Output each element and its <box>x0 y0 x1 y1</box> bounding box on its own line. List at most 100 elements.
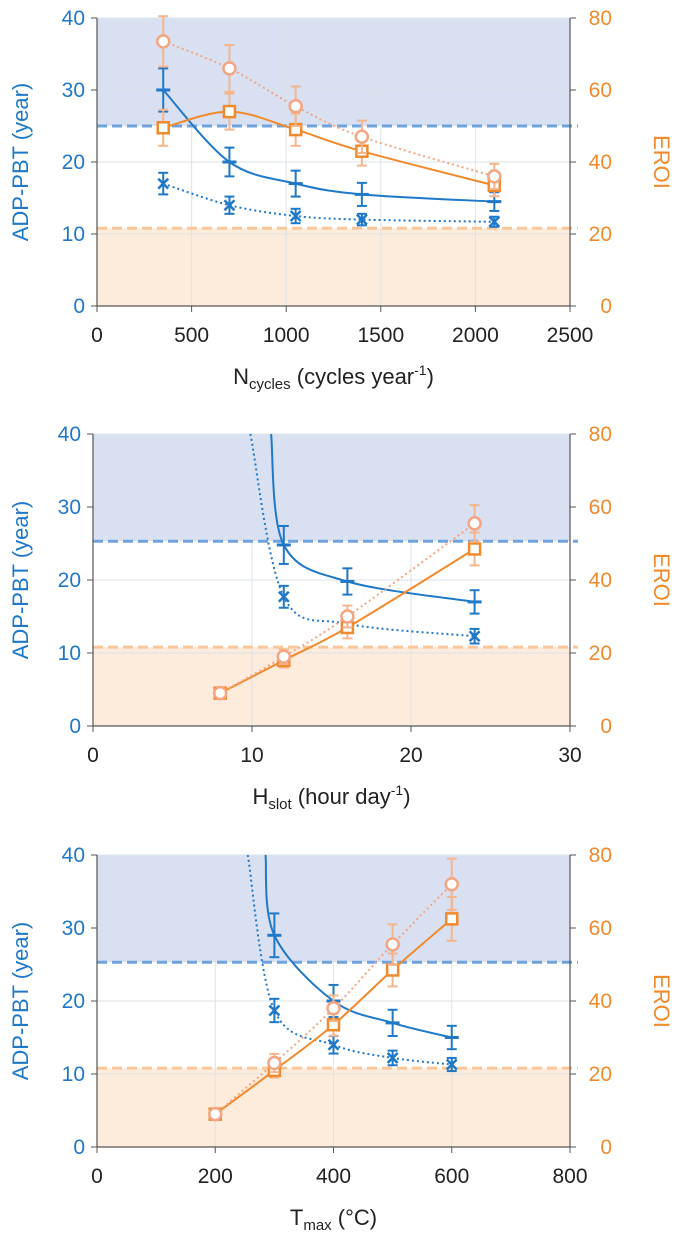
data-point <box>288 98 303 114</box>
data-point <box>222 104 237 119</box>
bottom-axis-title: Ncycles (cycles year-1) <box>233 362 434 393</box>
axis-title-main: T <box>290 1205 303 1230</box>
data-point <box>467 516 482 531</box>
data-point <box>277 590 290 603</box>
data-point <box>156 121 170 135</box>
axis-title-rest: (cycles year <box>291 364 414 389</box>
bottom-tick-label: 500 <box>174 324 209 347</box>
left-tick-label: 30 <box>62 917 85 940</box>
right-tick-label: 60 <box>589 496 612 519</box>
data-point <box>355 213 368 226</box>
axis-title-end: ) <box>403 784 410 809</box>
left-tick-label: 0 <box>69 715 81 738</box>
data-point <box>267 1055 282 1071</box>
chart-panel-2: 0 10 20 30 40 0 20 40 60 80 0 10 20 30 ADP-PBT (year) E… <box>8 423 674 813</box>
data-point <box>385 937 400 952</box>
axis-title-end: ) <box>427 364 434 389</box>
series-line <box>270 433 475 603</box>
left-tick-label: 40 <box>62 7 85 30</box>
series-1 <box>270 433 482 615</box>
right-tick-label: 80 <box>589 844 612 867</box>
series-line <box>162 182 495 223</box>
left-tick-label: 10 <box>62 223 85 246</box>
bottom-tick-label: 10 <box>240 744 263 767</box>
data-point <box>445 1058 458 1071</box>
data-point <box>208 1106 223 1122</box>
left-tick-label: 30 <box>58 496 81 519</box>
series-4 <box>208 857 459 1122</box>
left-tick-label: 10 <box>58 642 81 665</box>
data-point <box>340 609 355 624</box>
bottom-tick-label: 20 <box>399 744 422 767</box>
data-point <box>223 199 236 212</box>
series-4 <box>155 15 502 190</box>
data-point <box>444 876 459 892</box>
data-point <box>212 685 228 701</box>
bottom-tick-label: 2000 <box>452 324 499 347</box>
axis-title-rest: (°C) <box>332 1205 377 1230</box>
axis-title-subscript: cycles <box>249 376 291 393</box>
axis-title-subscript: max <box>303 1217 332 1234</box>
left-tick-label: 30 <box>62 79 85 102</box>
data-point <box>222 61 237 76</box>
right-tick-label: 40 <box>589 569 612 592</box>
data-point <box>487 169 502 184</box>
series-4 <box>212 504 482 701</box>
bottom-tick-label: 0 <box>91 324 103 347</box>
right-tick-label: 60 <box>589 79 612 102</box>
right-tick-label: 40 <box>589 151 612 174</box>
bottom-tick-label: 0 <box>91 1165 103 1188</box>
bottom-tick-label: 2500 <box>547 324 594 347</box>
left-axis-title: ADP-PBT (year) <box>8 922 33 1081</box>
right-tick-label: 20 <box>589 642 612 665</box>
data-point <box>386 1052 399 1064</box>
data-point <box>268 1004 281 1017</box>
right-tick-label: 0 <box>600 715 612 738</box>
left-tick-label: 0 <box>73 1136 85 1159</box>
right-tick-label: 80 <box>589 7 612 30</box>
data-point <box>289 210 302 222</box>
bottom-tick-label: 1500 <box>357 324 404 347</box>
left-tick-label: 10 <box>62 1063 85 1086</box>
left-tick-label: 40 <box>58 423 81 446</box>
right-tick-label: 80 <box>589 423 612 446</box>
chart-panel-1: 0 10 20 30 40 0 20 40 60 80 0 500 1000 1500 2000 2500 AD… <box>8 7 674 393</box>
series-line <box>219 548 476 694</box>
data-point <box>488 215 501 228</box>
data-point <box>468 630 481 643</box>
left-tick-label: 20 <box>62 151 85 174</box>
right-tick-label: 20 <box>589 1063 612 1086</box>
series-2 <box>246 854 458 1073</box>
left-tick-label: 20 <box>62 990 85 1013</box>
left-tick-label: 20 <box>58 569 81 592</box>
bottom-tick-label: 30 <box>558 744 581 767</box>
axis-title-main: N <box>233 364 249 389</box>
right-axis-title: EROI <box>649 553 674 607</box>
bottom-axis-title: Hslot (hour day-1) <box>252 782 410 813</box>
series-line <box>246 854 452 1066</box>
series-line <box>214 883 453 1115</box>
axis-title-superscript: -1 <box>414 362 427 378</box>
bottom-tick-label: 600 <box>434 1165 469 1188</box>
right-axis-title: EROI <box>649 135 674 189</box>
upper-threshold-band <box>93 434 570 542</box>
left-axis-title: ADP-PBT (year) <box>8 83 33 242</box>
bottom-tick-label: 200 <box>198 1165 233 1188</box>
bottom-tick-label: 400 <box>316 1165 351 1188</box>
axis-title-rest: (hour day <box>292 784 391 809</box>
upper-threshold-band <box>97 18 570 126</box>
data-point <box>445 912 459 926</box>
right-tick-label: 40 <box>589 990 612 1013</box>
data-point <box>327 1038 340 1051</box>
data-point <box>157 177 170 190</box>
series-line <box>219 522 476 694</box>
right-axis-title: EROI <box>649 974 674 1028</box>
bottom-tick-label: 800 <box>552 1165 587 1188</box>
series-line <box>264 854 453 1039</box>
data-point <box>155 34 171 49</box>
bottom-tick-label: 1000 <box>263 324 310 347</box>
lower-threshold-band <box>93 647 570 726</box>
series-2 <box>157 171 501 228</box>
